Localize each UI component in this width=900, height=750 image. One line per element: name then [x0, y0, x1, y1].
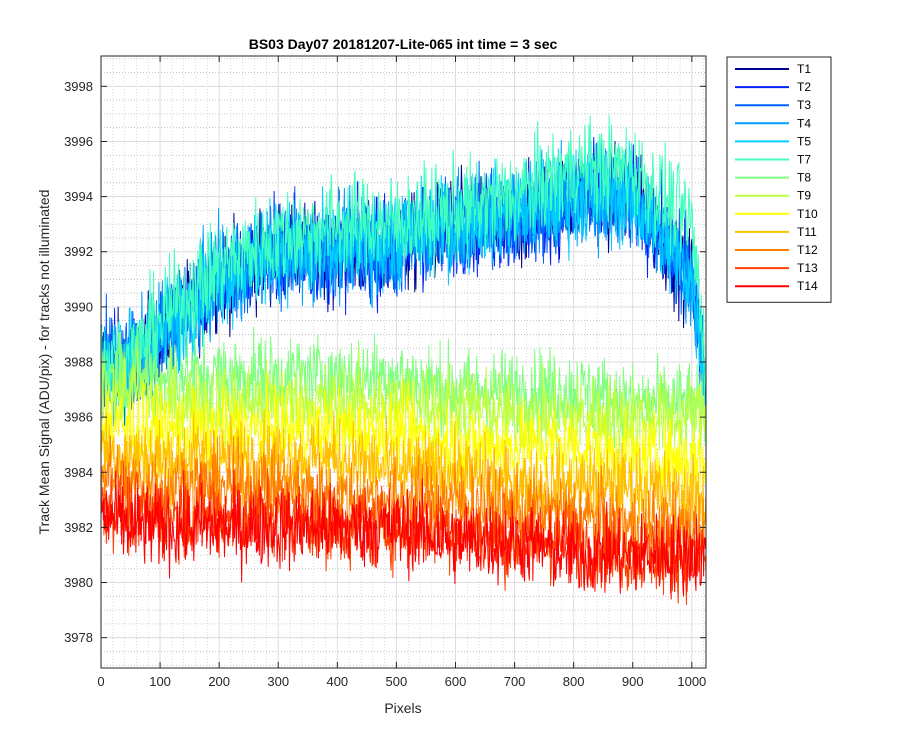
y-tick-label: 3984 [64, 465, 93, 480]
legend-label: T1 [797, 62, 811, 76]
legend-label: T13 [797, 261, 818, 275]
x-tick-label: 200 [208, 674, 230, 689]
legend-label: T9 [797, 189, 811, 203]
y-tick-label: 3996 [64, 134, 93, 149]
y-tick-label: 3988 [64, 355, 93, 370]
y-tick-label: 3982 [64, 520, 93, 535]
y-tick-label: 3990 [64, 299, 93, 314]
x-tick-label: 500 [386, 674, 408, 689]
y-tick-label: 3994 [64, 189, 93, 204]
series-line-t10 [101, 370, 706, 511]
legend-label: T2 [797, 80, 811, 94]
ticks: 3978 3980 3982 3984 3986 3988 3990 3992 3994 3996… [64, 56, 706, 689]
legend-label: T11 [797, 225, 817, 239]
x-tick-label: 600 [445, 674, 467, 689]
legend-label: T7 [797, 153, 811, 167]
legend[interactable]: T1 T2 T3 T4 T5 T7 T8 T9 T10 T11 T12 T13 T14 [726, 56, 832, 303]
x-tick-label: 0 [97, 674, 104, 689]
series-group [101, 114, 706, 606]
x-tick-label: 800 [563, 674, 585, 689]
legend-label: T12 [797, 243, 818, 257]
y-tick-label: 3992 [64, 244, 93, 259]
series-line-t14 [101, 469, 706, 600]
legend-label: T5 [797, 134, 811, 148]
y-tick-label: 3978 [64, 630, 93, 645]
y-tick-label: 3986 [64, 410, 93, 425]
series-line-t11 [101, 409, 706, 543]
legend-box [726, 56, 832, 303]
legend-label: T3 [797, 98, 811, 112]
legend-label: T14 [797, 279, 818, 293]
x-tick-label: 300 [267, 674, 289, 689]
legend-label: T8 [797, 171, 811, 185]
y-axis-label: Track Mean Signal (ADU/pix) - for tracks… [36, 190, 52, 535]
series-line-t7 [101, 114, 706, 427]
y-tick-label: 3980 [64, 575, 93, 590]
x-tick-label: 700 [504, 674, 526, 689]
x-tick-label: 1000 [677, 674, 706, 689]
x-axis-label: Pixels [384, 700, 421, 716]
x-tick-label: 400 [326, 674, 348, 689]
y-tick-label: 3998 [64, 79, 93, 94]
series-line-t5 [101, 141, 706, 429]
chart-title: BS03 Day07 20181207-Lite-065 int time = … [249, 36, 558, 52]
legend-label: T4 [797, 116, 811, 130]
x-tick-label: 900 [622, 674, 644, 689]
legend-label: T10 [797, 207, 818, 221]
x-tick-label: 100 [149, 674, 171, 689]
